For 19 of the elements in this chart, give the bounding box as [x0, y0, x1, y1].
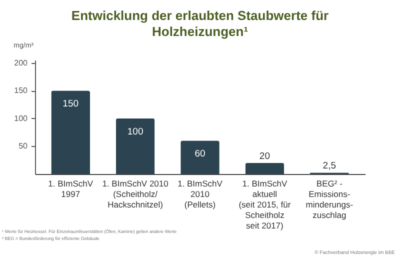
x-tick-label: 1. BImSchV aktuell (seit 2015, für Scheitholz seit 2017) [238, 178, 291, 230]
y-tick-label: 150 [14, 86, 28, 96]
x-tick-label: 1. BImSchV 2010 (Pellets) [178, 178, 223, 210]
data-label: 150 [62, 98, 79, 110]
bar [180, 140, 220, 174]
data-label: 2,5 [322, 160, 336, 172]
data-label: 20 [259, 150, 270, 162]
bar [51, 90, 90, 174]
y-tick-label: 200 [14, 58, 28, 68]
x-tick-label: 1. BImSchV 2010 (Scheitholz/ Hackschnitzel) [102, 178, 169, 210]
data-label: 100 [127, 126, 144, 138]
x-tick-label: 1. BImSchV 1997 [48, 178, 94, 199]
bar [116, 118, 155, 174]
x-tick-label: BEG² - Emissions- minderungs- zuschlag [306, 178, 354, 220]
bar [245, 162, 284, 174]
chart-title: Entwicklung der erlaubten Staubwerte für Holzheizungen¹ [71, 8, 329, 39]
y-tick-label: 100 [14, 114, 28, 123]
data-label: 60 [194, 148, 206, 160]
y-tick-label: 50 [18, 142, 28, 151]
